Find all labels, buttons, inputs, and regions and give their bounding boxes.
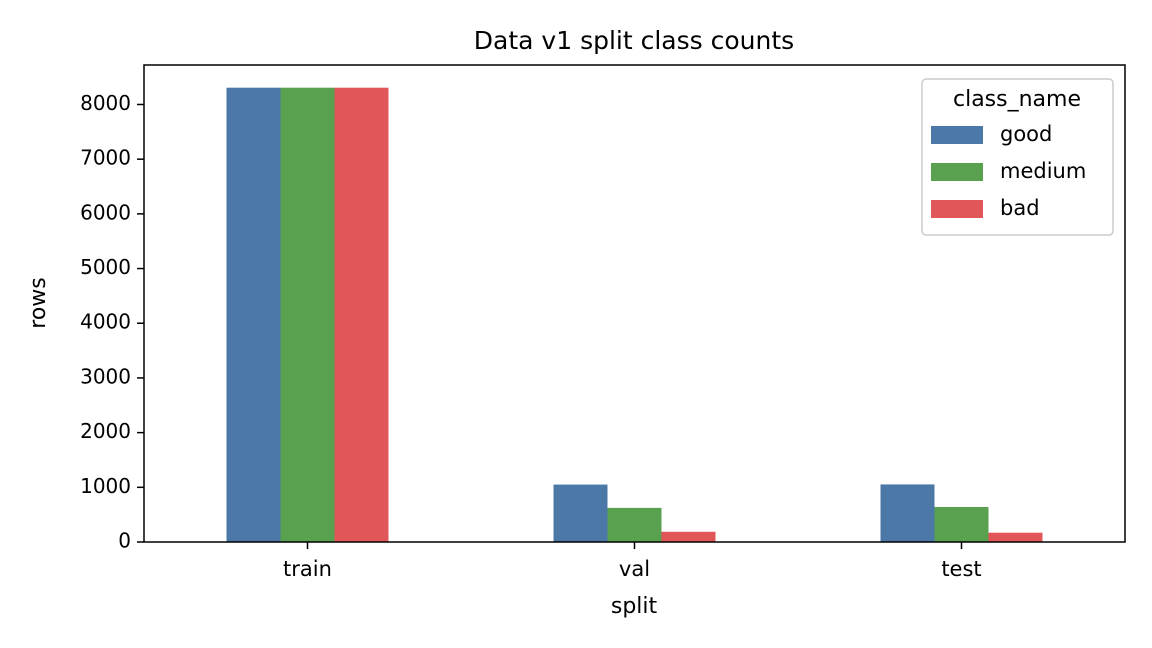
- x-tick-label: val: [619, 557, 650, 581]
- bar-train-medium: [280, 87, 335, 543]
- legend-items: good medium bad: [931, 122, 1086, 220]
- legend-swatch-bad: [931, 200, 983, 218]
- chart-title: Data v1 split class counts: [474, 26, 794, 55]
- y-axis-label: rows: [26, 277, 51, 328]
- y-tick-label: 4000: [80, 310, 131, 334]
- bars-group: [226, 87, 1043, 543]
- x-axis-label: split: [611, 594, 658, 619]
- bar-val-bad: [661, 531, 716, 542]
- y-tick-label: 8000: [80, 91, 131, 115]
- x-tick-label: test: [941, 557, 981, 581]
- legend-swatch-good: [931, 126, 983, 144]
- y-tick-label: 5000: [80, 255, 131, 279]
- legend: class_name good medium bad: [921, 78, 1114, 236]
- bar-train-good: [226, 87, 281, 543]
- bar-train-bad: [334, 87, 389, 543]
- legend-frame: [921, 78, 1114, 236]
- y-axis: 0 1000 2000 3000 4000 5000 6000 7000 8000: [80, 91, 144, 553]
- bar-val-good: [553, 484, 608, 542]
- bar-val-medium: [607, 507, 662, 542]
- y-tick-label: 1000: [80, 474, 131, 498]
- y-tick-label: 3000: [80, 364, 131, 388]
- y-tick-label: 6000: [80, 200, 131, 224]
- bar-test-medium: [934, 506, 989, 542]
- bar-test-bad: [988, 532, 1043, 542]
- legend-label-medium: medium: [1000, 159, 1086, 183]
- y-tick-label: 2000: [80, 419, 131, 443]
- y-tick-label: 0: [118, 529, 131, 553]
- x-axis: train val test: [283, 542, 982, 581]
- legend-label-good: good: [1000, 122, 1052, 146]
- legend-label-bad: bad: [1000, 196, 1040, 220]
- bar-test-good: [880, 484, 935, 542]
- y-tick-label: 7000: [80, 146, 131, 170]
- legend-title: class_name: [953, 87, 1081, 112]
- legend-swatch-medium: [931, 163, 983, 181]
- x-tick-label: train: [283, 557, 332, 581]
